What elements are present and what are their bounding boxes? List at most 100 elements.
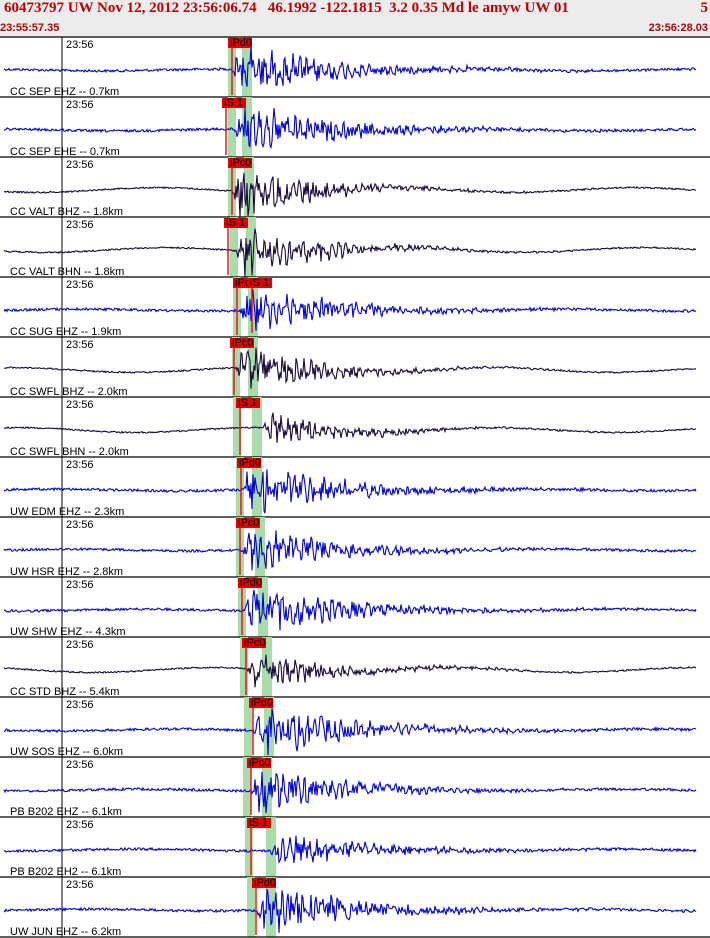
pick-window (262, 757, 272, 817)
pick-label-bg (247, 818, 271, 828)
trace-row: 23:56 UW SHW EHZ -- 4.3km iPd0 (0, 577, 710, 638)
pick-label: iPc0 (249, 757, 270, 769)
pick-label: iPc0 (232, 337, 253, 349)
pick-window (244, 157, 254, 217)
trace-label: CC SEP EHE -- 0.7km (10, 146, 120, 158)
pick-window (243, 757, 251, 817)
pick-window (258, 577, 268, 637)
pick-label-bg (252, 878, 276, 888)
trace-label: CC SUG EHZ -- 1.9km (10, 326, 121, 338)
tick-label: 23:56 (66, 219, 94, 231)
tick-label: 23:56 (66, 159, 94, 171)
tick-label: 23:56 (66, 399, 94, 411)
trace-label: UW SHW EHZ -- 4.3km (10, 626, 126, 638)
pick-label-bg (236, 398, 260, 408)
pick-label-bg (249, 698, 273, 708)
pick-label: iS 1 (250, 277, 269, 289)
trace-row: 23:56 CC VALT BHZ -- 1.8km iPc0 (0, 157, 710, 218)
waveform (3, 589, 697, 631)
pick-window (228, 97, 236, 157)
header-bar: 60473797 UW Nov 12, 2012 23:56:06.74 46.… (0, 0, 710, 37)
trace-label: UW SOS EHZ -- 6.0km (10, 746, 123, 758)
pick-label-bg (242, 638, 266, 648)
tick-label: 23:56 (66, 39, 94, 51)
trace-row: 23:56 CC SWFL BHZ -- 2.0km iPc0 (0, 337, 710, 398)
pick-window (247, 877, 255, 937)
waveform (3, 835, 697, 864)
pick-window (248, 337, 258, 397)
pick-window (230, 217, 238, 277)
tick-label: 23:56 (66, 759, 94, 771)
waveform (3, 289, 697, 331)
tick-label: 23:56 (66, 639, 94, 651)
pick-label: iPc0 (230, 157, 251, 169)
pick-window (244, 697, 252, 757)
header-right-fragment: 5 (700, 0, 709, 16)
pick-label-bg (248, 278, 272, 288)
pick-label-bg (224, 218, 248, 228)
trace-label: CC SEP EHZ -- 0.7km (10, 86, 119, 98)
waveform (3, 107, 697, 150)
pick-label: iS 1 (224, 97, 243, 109)
waveform (3, 888, 697, 933)
tick-label: 23:56 (66, 519, 94, 531)
waveform (3, 708, 697, 756)
waveform (3, 530, 697, 571)
pick-label: iPc0 (238, 517, 259, 529)
trace-row: 23:56 CC SWFL BHN -- 2.0km iS 1 (0, 397, 710, 458)
tick-label: 23:56 (66, 819, 94, 831)
trace-row: 23:56 UW JUN EHZ -- 6.2km iPd0 (0, 877, 710, 938)
waveform (3, 412, 697, 443)
trace-label: CC VALT BHN -- 1.8km (10, 266, 124, 278)
trace-label: UW EDM EHZ -- 2.3km (10, 506, 124, 518)
waveform (3, 654, 697, 688)
tick-label: 23:56 (66, 879, 94, 891)
pick-window (240, 637, 248, 697)
pick-window (266, 877, 276, 937)
pick-label-bg (233, 278, 257, 288)
pick-label: iS 1 (226, 217, 245, 229)
trace-label: CC SWFL BHN -- 2.0km (10, 446, 129, 458)
trace-row: 23:56 CC SEP EHZ -- 0.7km iPd0 (0, 37, 710, 98)
pick-window (245, 817, 253, 877)
trace-label: UW JUN EHZ -- 6.2km (10, 926, 121, 938)
start-time: 23:55:57.35 (0, 22, 60, 34)
trace-row: 23:56 PB B202 EHZ -- 6.1km iPc0 (0, 757, 710, 818)
pick-label: iPd0 (240, 577, 262, 589)
waveform (3, 469, 697, 514)
pick-label-bg (236, 518, 260, 528)
pick-window (242, 37, 252, 97)
trace-label: CC STD BHZ -- 5.4km (10, 686, 119, 698)
waveform (3, 347, 697, 389)
trace-row: 23:56 PB B202 EH2 -- 6.1km iS 1 (0, 817, 710, 878)
trace-row: 23:56 CC SEP EHE -- 0.7km iS 1 (0, 97, 710, 158)
trace-row: 23:56 CC STD BHZ -- 5.4km iPc0 (0, 637, 710, 698)
tick-label: 23:56 (66, 579, 94, 591)
end-time: 23:56:28.03 (648, 22, 708, 34)
trace-label: PB B202 EH2 -- 6.1km (10, 866, 121, 878)
trace-label: CC VALT BHZ -- 1.8km (10, 206, 123, 218)
pick-window (236, 457, 244, 517)
trace-row: 23:56 UW SOS EHZ -- 6.0km iPd0 (0, 697, 710, 758)
pick-label: iPd0 (251, 697, 273, 709)
pick-label-bg (228, 38, 252, 48)
pick-label: iPd0 (239, 457, 261, 469)
trace-label: UW HSR EHZ -- 2.8km (10, 566, 123, 578)
pick-window (266, 817, 276, 877)
tick-label: 23:56 (66, 279, 94, 291)
pick-label-bg (222, 98, 246, 108)
waveform (3, 172, 697, 218)
pick-label: iPd0 (254, 877, 276, 889)
tick-label: 23:56 (66, 339, 94, 351)
pick-label-bg (237, 458, 261, 468)
pick-label-bg (230, 338, 254, 348)
pick-label: iS 1 (249, 817, 268, 829)
pick-label: iPd0 (230, 37, 252, 49)
trace-row: 23:56 UW EDM EHZ -- 2.3km iPd0 (0, 457, 710, 518)
event-title: 60473797 UW Nov 12, 2012 23:56:06.74 46.… (4, 0, 569, 16)
pick-window (248, 277, 258, 337)
pick-label-bg (238, 578, 262, 588)
tick-label: 23:56 (66, 459, 94, 471)
